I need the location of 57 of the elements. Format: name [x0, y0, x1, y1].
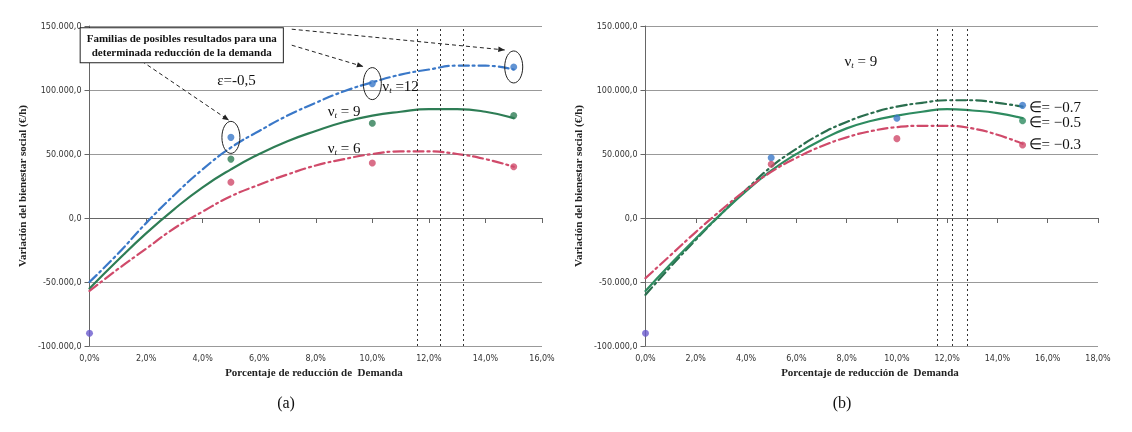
- x-tick-label: 14,0%: [984, 353, 1011, 363]
- y-tick-label: -100.000,0: [593, 341, 638, 351]
- x-tick-label: 2,0%: [685, 353, 707, 363]
- series-label: ∈= −0.7: [1028, 98, 1082, 115]
- x-axis-title: Porcentaje de reducción de Demanda: [781, 365, 960, 378]
- x-tick-label: 8,0%: [836, 353, 858, 363]
- series-label: ∈= −0.5: [1028, 113, 1082, 130]
- x-tick-label: 10,0%: [359, 353, 386, 363]
- point: [767, 154, 775, 162]
- x-tick-label: 10,0%: [884, 353, 910, 363]
- x-tick-label: 4,0%: [735, 353, 757, 363]
- x-tick-label: 12,0%: [934, 353, 961, 363]
- x-axis-title: Porcentaje de reducción de Demanda: [225, 365, 404, 378]
- text: (a): [277, 393, 295, 412]
- x-tick-label: 6,0%: [786, 353, 807, 363]
- y-tick-label: -50.000,0: [42, 277, 82, 287]
- y-tick-label: 100.000,0: [596, 85, 638, 95]
- x-tick-label: 14,0%: [472, 353, 499, 363]
- x-tick-label: 8,0%: [305, 353, 327, 363]
- y-tick-label: -50.000,0: [598, 277, 638, 287]
- x-tick-label: 16,0%: [529, 353, 556, 363]
- x-tick-label: 4,0%: [192, 353, 214, 363]
- point: [368, 159, 376, 167]
- x-tick-label: 18,0%: [1085, 353, 1112, 363]
- point: [642, 329, 649, 337]
- y-tick-label: 50.000,0: [45, 149, 82, 159]
- x-tick-label: 2,0%: [135, 353, 157, 363]
- point: [1019, 117, 1027, 125]
- y-axis-title: Variación del bienestar social (€/h): [15, 104, 29, 267]
- x-tick-label: 16,0%: [1035, 353, 1061, 363]
- y-tick-label: 0,0: [68, 213, 82, 223]
- x-tick-label: 0,0%: [635, 353, 657, 363]
- y-tick-label: 100.000,0: [40, 85, 82, 95]
- x-tick-label: 6,0%: [249, 353, 270, 363]
- annotation: Familias de posibles resultados para una determinada reducción de la demanda: [86, 32, 278, 59]
- point: [893, 135, 901, 143]
- point: [1019, 101, 1027, 109]
- y-tick-label: -100.000,0: [37, 341, 82, 351]
- point: [510, 112, 518, 120]
- y-tick-label: 50.000,0: [601, 149, 638, 159]
- point: [510, 163, 518, 171]
- point: [86, 329, 93, 337]
- x-tick-label: 12,0%: [416, 353, 442, 363]
- point: [893, 114, 901, 122]
- point: [227, 155, 235, 163]
- series-label: ∈= −0.3: [1028, 135, 1082, 152]
- point: [227, 178, 235, 186]
- point: [767, 160, 775, 168]
- point: [368, 119, 376, 127]
- x-tick-label: 0,0%: [79, 353, 101, 363]
- annotation: ε=-0,5: [217, 72, 256, 89]
- y-axis-title: Variación del bienestar social (€/h): [571, 104, 585, 267]
- y-tick-label: 150.000,0: [40, 21, 82, 31]
- text: (b): [832, 393, 852, 412]
- point: [1019, 141, 1027, 149]
- y-tick-label: 0,0: [624, 213, 638, 223]
- y-tick-label: 150.000,0: [596, 21, 638, 31]
